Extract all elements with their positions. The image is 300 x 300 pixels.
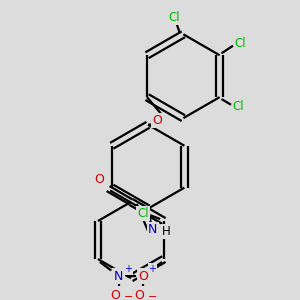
Text: Cl: Cl bbox=[233, 100, 244, 113]
Text: +: + bbox=[148, 264, 157, 274]
Text: Cl: Cl bbox=[235, 37, 246, 50]
Text: −: − bbox=[148, 292, 157, 300]
Text: O: O bbox=[153, 114, 163, 127]
Text: O: O bbox=[110, 289, 120, 300]
Text: Cl: Cl bbox=[137, 207, 149, 220]
Text: O: O bbox=[113, 270, 123, 283]
Text: H: H bbox=[162, 225, 171, 238]
Text: O: O bbox=[94, 172, 104, 186]
Text: N: N bbox=[114, 270, 124, 283]
Text: Cl: Cl bbox=[168, 11, 180, 24]
Text: −: − bbox=[124, 292, 133, 300]
Text: N: N bbox=[148, 223, 158, 236]
Text: O: O bbox=[139, 270, 148, 283]
Text: N: N bbox=[138, 270, 148, 283]
Text: O: O bbox=[134, 289, 144, 300]
Text: +: + bbox=[124, 264, 132, 274]
